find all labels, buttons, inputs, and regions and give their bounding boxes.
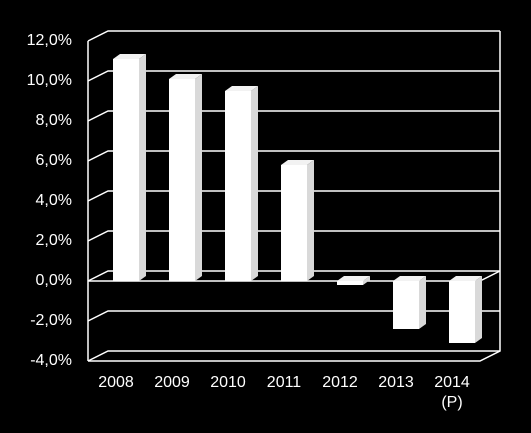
x-tick-label-line: 2013 <box>378 374 414 391</box>
grid-line <box>87 270 500 282</box>
grid <box>87 30 501 362</box>
grid-line <box>87 70 500 82</box>
x-tick-label: 2012 <box>322 374 358 391</box>
x-tick-label-line: 2011 <box>267 374 302 391</box>
x-tick-label: 2013 <box>378 374 414 391</box>
x-tick-label: 2008 <box>98 374 134 391</box>
bars <box>113 54 482 343</box>
bar-top <box>337 276 370 281</box>
bar-side <box>307 160 314 281</box>
bar-side <box>195 74 202 281</box>
bar <box>393 281 419 329</box>
x-tick-label-line: (P) <box>441 394 462 411</box>
bar <box>281 165 307 281</box>
x-tick-label-line: 2008 <box>98 374 134 391</box>
y-tick-label: 10,0% <box>27 72 72 89</box>
bar <box>113 59 139 281</box>
bar-side <box>419 276 426 329</box>
y-tick-label: 12,0% <box>27 32 72 49</box>
grid-line <box>87 30 500 42</box>
grid-line <box>87 310 500 322</box>
y-tick-label: 8,0% <box>36 112 72 129</box>
bar-top <box>113 54 146 59</box>
bar-side <box>251 86 258 281</box>
x-tick-label: 2011 <box>267 374 302 391</box>
bar-top <box>169 74 202 79</box>
bar-side <box>475 276 482 343</box>
bar-top <box>281 160 314 165</box>
labels: -4,0% -2,0% 0,0% 2,0% 4,0% 6,0% 8,0% 10,0% 12,0%… <box>27 32 470 411</box>
x-tick-label: 2009 <box>154 374 190 391</box>
y-tick-label: 0,0% <box>36 272 72 289</box>
grid-line <box>87 230 500 242</box>
floor <box>88 31 501 362</box>
bar <box>169 79 195 281</box>
bar <box>225 91 251 281</box>
x-tick-label: 2014 (P) <box>434 374 470 411</box>
grid-line <box>87 110 500 122</box>
bar <box>337 281 363 285</box>
grid-line <box>87 150 500 162</box>
y-tick-label: -4,0% <box>30 352 72 369</box>
bar-top <box>449 276 482 281</box>
bar-top <box>393 276 426 281</box>
y-tick-label: 6,0% <box>36 152 72 169</box>
y-tick-label: -2,0% <box>30 312 72 329</box>
x-tick-label-line: 2010 <box>210 374 246 391</box>
bar-top <box>225 86 258 91</box>
y-tick-label: 4,0% <box>36 192 72 209</box>
x-tick-label-line: 2009 <box>154 374 190 391</box>
x-tick-label-line: 2014 <box>434 374 470 391</box>
y-tick-label: 2,0% <box>36 232 72 249</box>
x-tick-label: 2010 <box>210 374 246 391</box>
grid-line <box>87 190 500 202</box>
x-tick-label-line: 2012 <box>322 374 358 391</box>
grid-line <box>87 350 500 362</box>
bar-side <box>363 276 370 285</box>
bar <box>449 281 475 343</box>
bar-side <box>139 54 146 281</box>
